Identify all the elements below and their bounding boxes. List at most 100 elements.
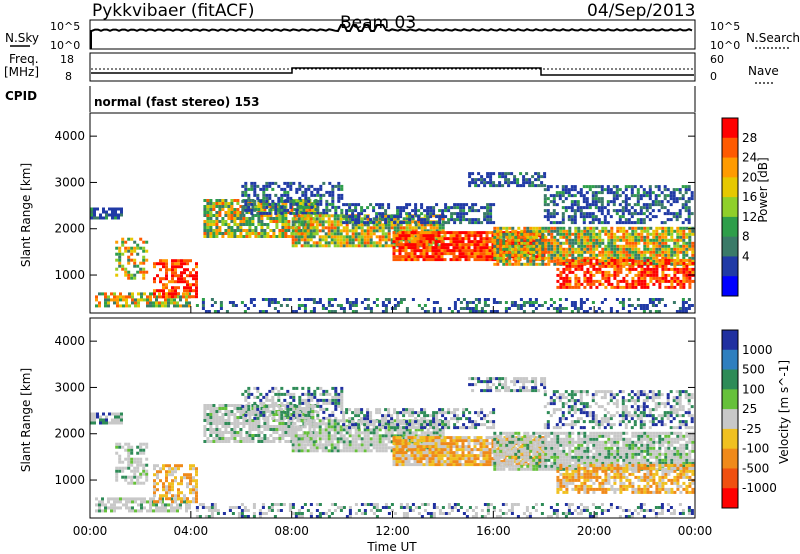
echo-cell (435, 203, 439, 207)
echo-cell (90, 210, 93, 214)
echo-cell (661, 264, 665, 268)
echo-cell (628, 282, 632, 286)
echo-cell (685, 276, 689, 280)
echo-cell (251, 214, 255, 217)
echo-cell (561, 512, 565, 515)
echo-cell (405, 503, 409, 506)
echo-cell (286, 190, 290, 194)
echo-cell (496, 253, 500, 257)
echo-cell (305, 416, 309, 419)
echo-cell (496, 244, 500, 248)
echo-cell (233, 214, 237, 217)
echo-cell (483, 184, 487, 188)
echo-cell (648, 203, 652, 207)
echo-cell (482, 243, 486, 247)
echo-cell (257, 214, 261, 217)
echo-cell (568, 264, 572, 268)
echo-cell (171, 479, 174, 483)
echo-cell (330, 235, 334, 239)
echo-cell (140, 509, 143, 513)
echo-cell (330, 214, 334, 218)
echo-cell (351, 226, 355, 230)
echo-cell (426, 206, 430, 210)
echo-cell (242, 422, 246, 425)
echo-cell (432, 310, 436, 313)
echo-cell (182, 500, 185, 504)
echo-cell (552, 194, 556, 198)
echo-cell (170, 301, 173, 305)
echo-cell (218, 214, 222, 217)
echo-cell (464, 237, 468, 241)
echo-cell (580, 262, 584, 266)
echo-cell (571, 238, 575, 242)
echo-cell (239, 205, 243, 208)
echo-cell (649, 261, 653, 265)
echo-cell (145, 240, 149, 244)
echo-cell (319, 184, 323, 188)
echo-cell (128, 304, 131, 308)
echo-cell (672, 212, 676, 216)
echo-cell (670, 232, 674, 236)
echo-cell (290, 413, 294, 416)
echo-cell (508, 232, 512, 236)
echo-cell (269, 217, 273, 220)
echo-cell (372, 232, 376, 236)
echo-cell (458, 252, 462, 256)
echo-cell (625, 256, 629, 260)
echo-cell (306, 229, 310, 233)
echo-cell (447, 512, 451, 515)
echo-cell (474, 181, 478, 185)
echo-cell (246, 307, 250, 310)
echo-cell (682, 273, 686, 277)
echo-cell (393, 304, 397, 307)
echo-cell (130, 273, 134, 277)
echo-cell (607, 261, 611, 265)
echo-cell (113, 292, 116, 296)
echo-cell (137, 503, 140, 507)
echo-cell (309, 214, 313, 218)
echo-cell (393, 229, 397, 233)
echo-cell (113, 295, 116, 299)
echo-cell (606, 188, 610, 192)
echo-cell (176, 503, 179, 507)
echo-cell (267, 506, 271, 509)
echo-cell (637, 226, 641, 230)
echo-cell (230, 229, 234, 232)
echo-cell (678, 197, 682, 201)
echo-cell (687, 206, 691, 210)
echo-cell (510, 503, 514, 506)
echo-cell (266, 214, 270, 217)
echo-cell (212, 220, 216, 223)
echo-cell (462, 307, 466, 310)
echo-cell (598, 262, 602, 266)
echo-cell (303, 304, 307, 307)
echo-cell (171, 268, 174, 272)
echo-cell (410, 243, 414, 247)
echo-cell (168, 268, 171, 272)
echo-cell (419, 231, 423, 235)
echo-cell (450, 215, 454, 219)
echo-cell (673, 276, 677, 280)
echo-cell (621, 206, 625, 210)
echo-cell (583, 232, 587, 236)
echo-cell (303, 235, 307, 239)
echo-cell (528, 178, 532, 182)
echo-cell (119, 295, 122, 299)
echo-cell (663, 206, 667, 210)
echo-cell (688, 282, 692, 286)
echo-cell (113, 298, 116, 302)
echo-cell (682, 250, 686, 254)
echo-cell (192, 485, 195, 489)
echo-cell (461, 252, 465, 256)
echo-cell (465, 307, 469, 310)
echo-cell (122, 298, 125, 302)
echo-cell (312, 220, 316, 224)
echo-cell (488, 249, 492, 253)
echo-cell (625, 267, 629, 271)
echo-cell (387, 203, 391, 207)
echo-cell (503, 252, 507, 256)
echo-cell (174, 262, 177, 266)
echo-cell (588, 203, 592, 207)
echo-cell (660, 503, 664, 506)
echo-cell (441, 217, 445, 221)
